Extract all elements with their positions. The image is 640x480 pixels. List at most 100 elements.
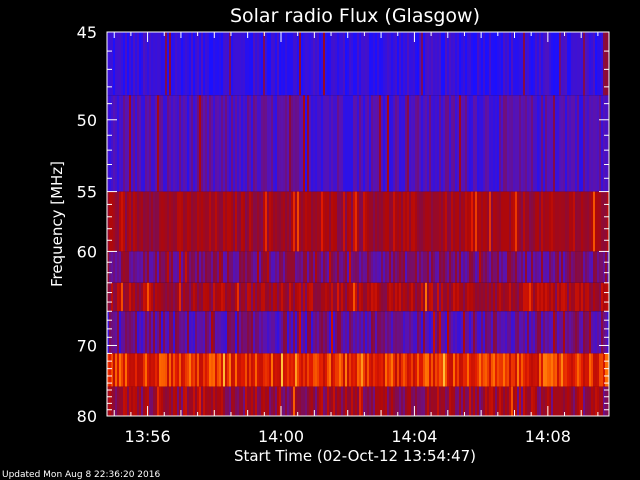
spectrum-cell	[261, 311, 263, 354]
spectrum-cell	[519, 251, 521, 283]
spectrum-cell	[287, 191, 289, 252]
spectrum-cell	[297, 311, 299, 354]
spectrum-cell	[251, 32, 253, 96]
spectrum-cell	[263, 251, 265, 283]
spectrum-cell	[257, 95, 259, 192]
spectrum-cell	[491, 251, 493, 283]
spectrum-cell	[349, 191, 351, 252]
spectrum-cell	[271, 353, 273, 387]
spectrum-cell	[341, 353, 343, 387]
spectrum-cell	[607, 191, 609, 252]
spectrum-cell	[141, 311, 143, 354]
spectrum-cell	[387, 353, 389, 387]
spectrum-cell	[293, 32, 295, 96]
spectrum-cell	[549, 282, 551, 312]
spectrum-cell	[257, 251, 259, 283]
spectrum-cell	[551, 191, 553, 252]
spectrum-cell	[365, 95, 367, 192]
spectrum-cell	[183, 311, 185, 354]
spectrum-cell	[483, 282, 485, 312]
spectrum-cell	[547, 191, 549, 252]
spectrum-cell	[277, 282, 279, 312]
spectrum-cell	[117, 251, 119, 283]
spectrum-cell	[579, 32, 581, 96]
spectrum-cell	[251, 353, 253, 387]
spectrum-cell	[267, 95, 269, 192]
spectrum-cell	[497, 353, 499, 387]
spectrum-cell	[529, 386, 531, 416]
spectrum-cell	[529, 32, 531, 96]
x-tick-label: 14:04	[391, 427, 437, 446]
spectrum-cell	[495, 251, 497, 283]
spectrum-cell	[501, 311, 503, 354]
spectrum-cell	[179, 251, 181, 283]
spectrum-cell	[131, 353, 133, 387]
spectrum-cell	[263, 191, 265, 252]
spectrum-cell	[449, 191, 451, 252]
spectrum-cell	[605, 353, 607, 387]
spectrum-cell	[429, 32, 431, 96]
spectrum-cell	[499, 282, 501, 312]
spectrum-cell	[197, 251, 199, 283]
spectrum-cell	[269, 191, 271, 252]
spectrum-cell	[333, 311, 335, 354]
spectrum-cell	[287, 95, 289, 192]
spectrum-cell	[597, 282, 599, 312]
spectrum-cell	[259, 386, 261, 416]
spectrum-cell	[577, 311, 579, 354]
spectrum-cell	[295, 95, 297, 192]
spectrum-cell	[453, 353, 455, 387]
spectrum-cell	[269, 282, 271, 312]
spectrum-cell	[315, 95, 317, 192]
spectrum-cell	[119, 311, 121, 354]
spectrum-cell	[555, 191, 557, 252]
spectrum-cell	[583, 353, 585, 387]
spectrum-cell	[123, 311, 125, 354]
spectrum-cell	[321, 95, 323, 192]
spectrum-cell	[233, 95, 235, 192]
spectrum-cell	[237, 353, 239, 387]
spectrum-cell	[139, 191, 141, 252]
spectrum-cell	[139, 251, 141, 283]
spectrum-cell	[457, 311, 459, 354]
spectrum-cell	[145, 251, 147, 283]
spectrum-cell	[579, 282, 581, 312]
spectrum-cell	[525, 251, 527, 283]
chart-title: Solar radio Flux (Glasgow)	[230, 5, 480, 27]
spectrum-cell	[459, 32, 461, 96]
spectrum-cell	[539, 191, 541, 252]
spectrum-cell	[417, 95, 419, 192]
spectrum-cell	[215, 95, 217, 192]
spectrum-cell	[141, 386, 143, 416]
spectrum-cell	[545, 32, 547, 96]
spectrum-cell	[515, 386, 517, 416]
spectrum-cell	[509, 95, 511, 192]
spectrum-cell	[337, 251, 339, 283]
spectrum-cell	[343, 282, 345, 312]
spectrum-cell	[399, 32, 401, 96]
spectrum-cell	[283, 282, 285, 312]
spectrum-cell	[457, 251, 459, 283]
spectrum-cell	[513, 353, 515, 387]
spectrum-cell	[405, 386, 407, 416]
spectrum-cell	[161, 191, 163, 252]
spectrum-cell	[245, 251, 247, 283]
spectrum-cell	[259, 95, 261, 192]
spectrum-cell	[283, 95, 285, 192]
spectrum-cell	[459, 95, 461, 192]
spectrum-cell	[457, 32, 459, 96]
spectrum-cell	[119, 251, 121, 283]
spectrum-cell	[183, 32, 185, 96]
spectrum-cell	[469, 191, 471, 252]
spectrum-cell	[405, 353, 407, 387]
spectrum-cell	[349, 95, 351, 192]
spectrum-cell	[559, 32, 561, 96]
spectrum-cell	[377, 95, 379, 192]
spectrum-cell	[551, 311, 553, 354]
spectrum-cell	[139, 95, 141, 192]
spectrum-cell	[255, 251, 257, 283]
spectrum-cell	[463, 282, 465, 312]
spectrum-cell	[425, 191, 427, 252]
spectrum-cell	[151, 353, 153, 387]
spectrum-cell	[593, 282, 595, 312]
